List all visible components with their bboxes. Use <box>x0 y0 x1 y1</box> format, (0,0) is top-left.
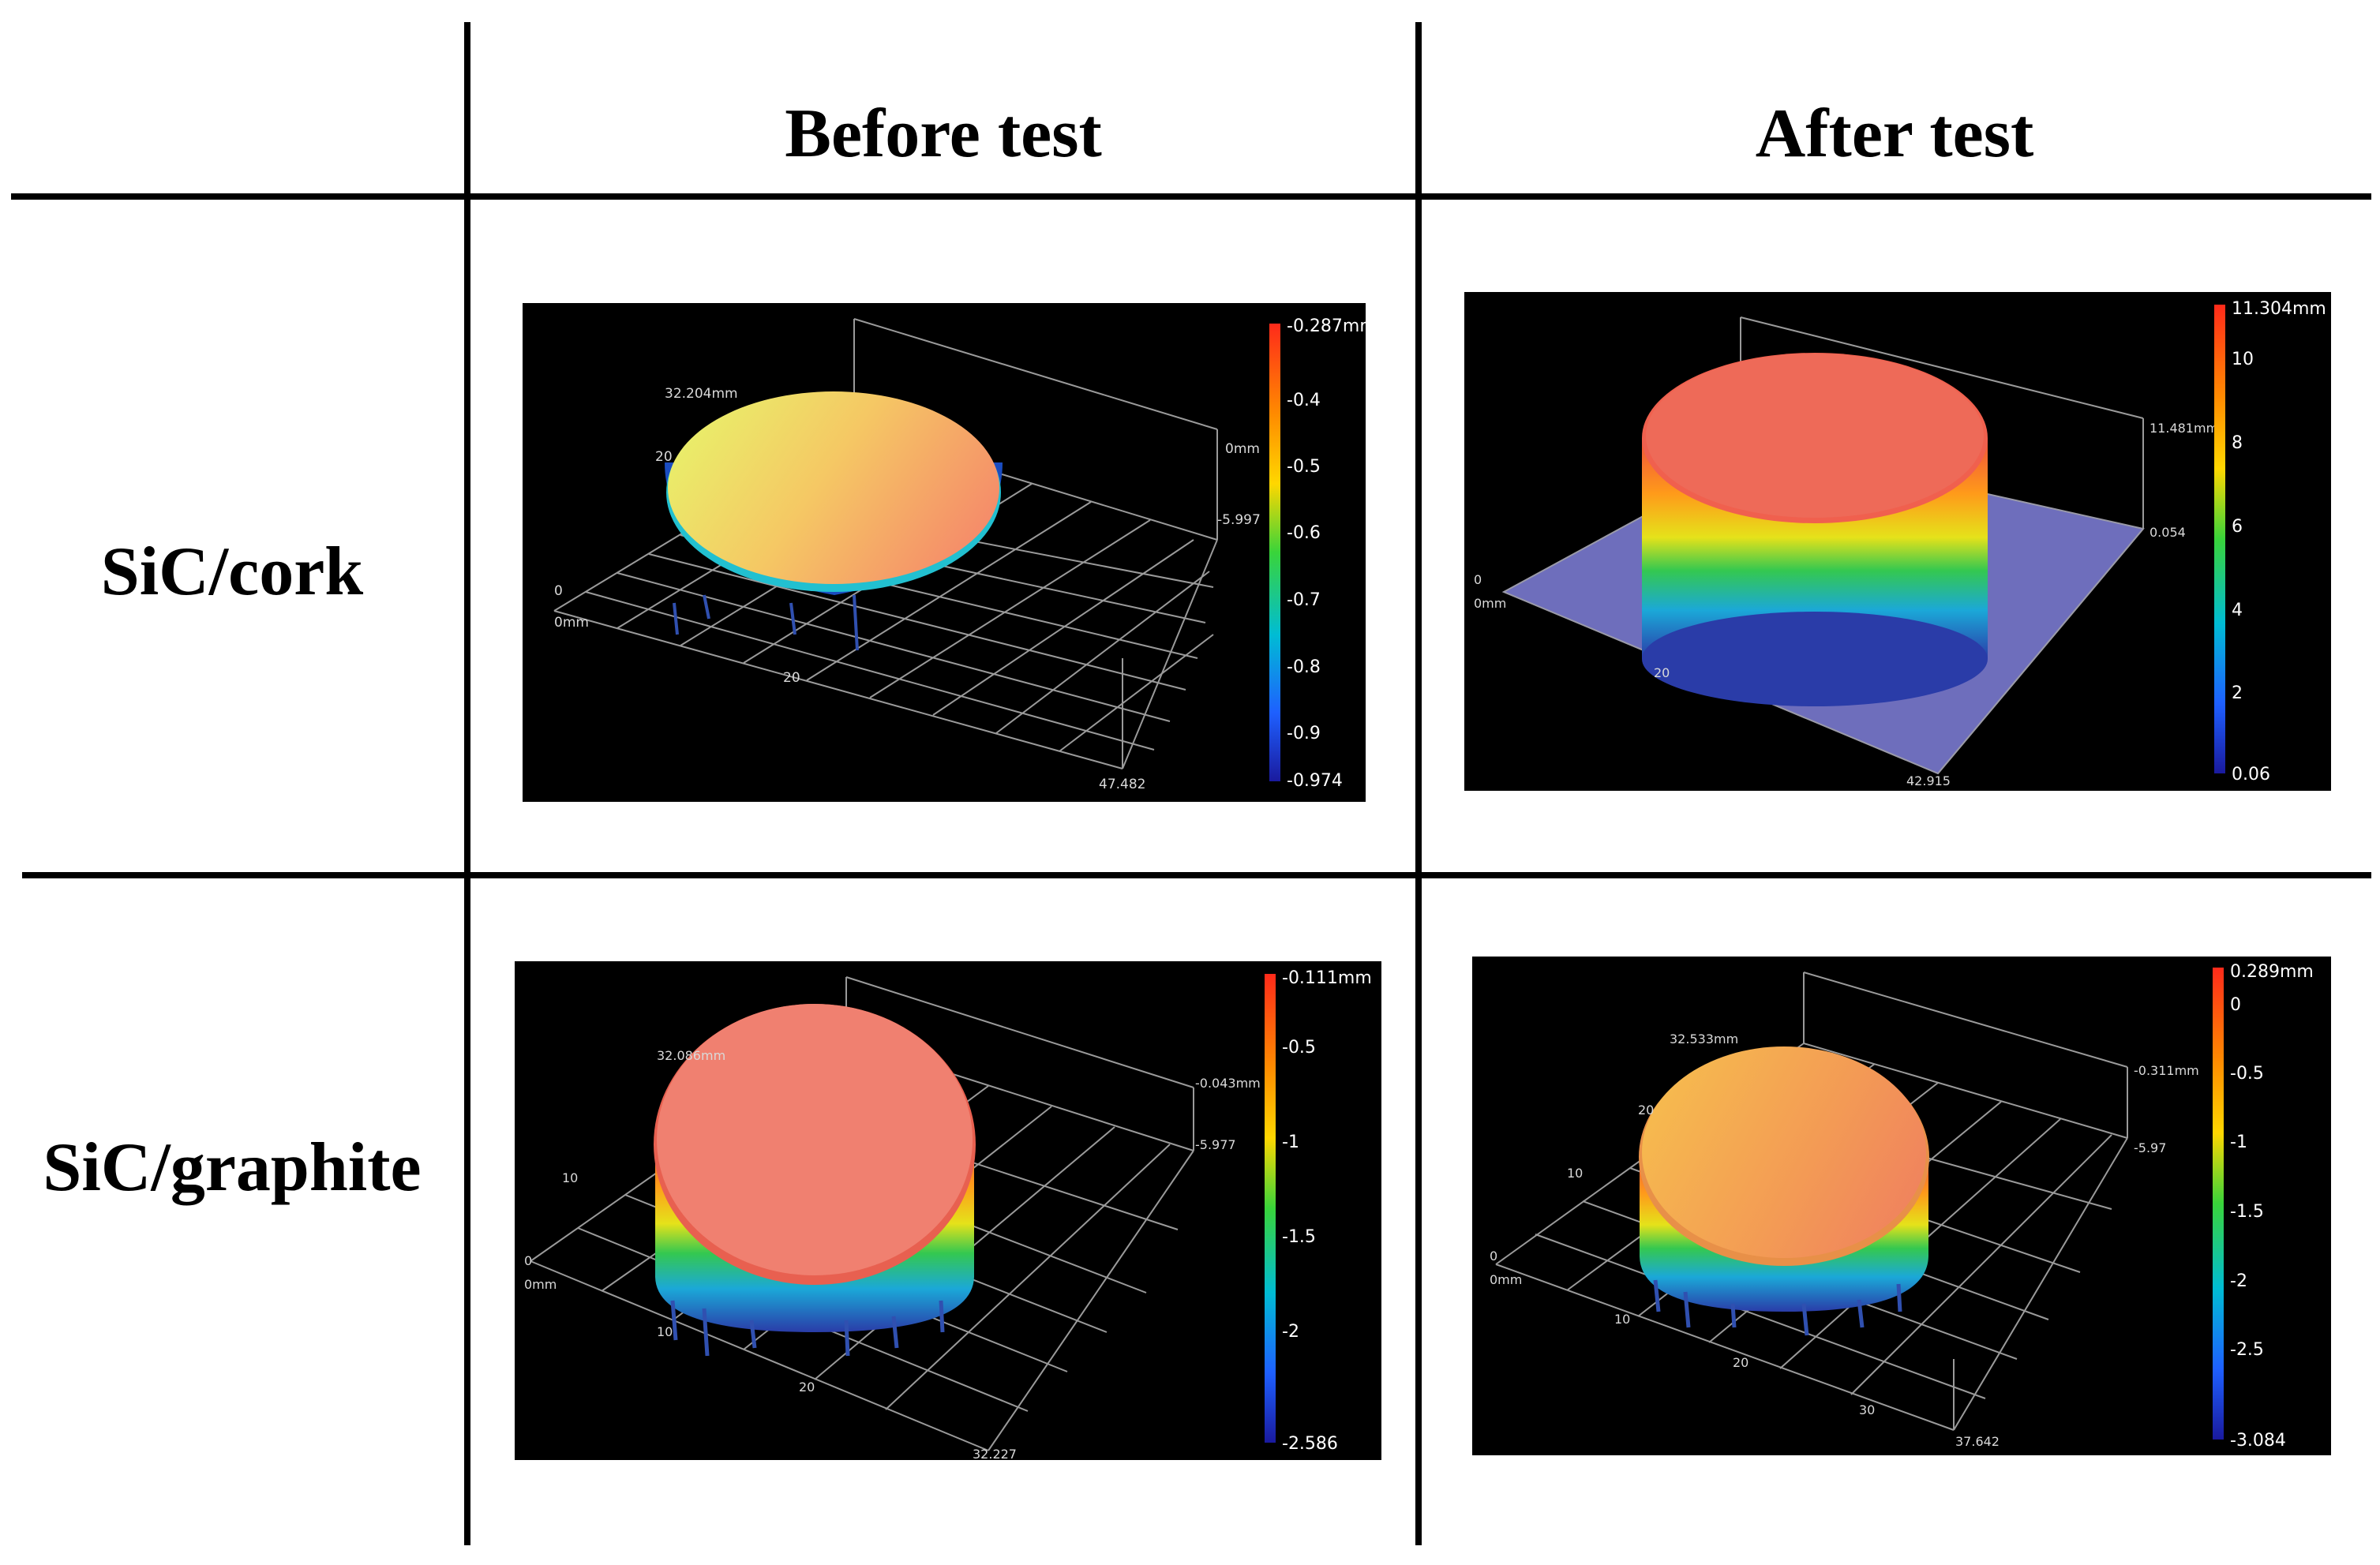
axis-label-zbottom: -5.977 <box>1195 1137 1236 1152</box>
axis-label-ymax: 32.086mm <box>657 1048 725 1063</box>
svg-text:-0.8: -0.8 <box>1287 657 1321 677</box>
axis-label-ymax: 32.533mm <box>1670 1031 1738 1046</box>
svg-text:-0.5: -0.5 <box>1287 457 1321 477</box>
svg-text:-3.084: -3.084 <box>2230 1431 2286 1451</box>
svg-text:-1: -1 <box>2230 1133 2247 1152</box>
svg-text:-2.5: -2.5 <box>2230 1340 2264 1360</box>
svg-text:-0.4: -0.4 <box>1287 391 1321 410</box>
axis-label-x2: 20 <box>1733 1355 1748 1370</box>
axis-label-xmax: 32.227 <box>973 1447 1017 1460</box>
horizontal-rule-header <box>11 193 2371 200</box>
svg-text:8: 8 <box>2232 433 2243 453</box>
svg-text:4: 4 <box>2232 601 2243 620</box>
axis-label-ztop: 11.481mm <box>2149 421 2218 436</box>
axis-label-x2: 20 <box>799 1380 815 1395</box>
svg-text:-0.6: -0.6 <box>1287 523 1321 543</box>
svg-text:11.304mm: 11.304mm <box>2232 299 2326 319</box>
axis-label-origin-x: 0mm <box>524 1277 557 1292</box>
svg-text:-2: -2 <box>1282 1322 1299 1342</box>
axis-label-zbottom: 0.054 <box>2149 525 2186 540</box>
color-scale-bar <box>2213 968 2224 1440</box>
axis-label-ymax: 32.204mm <box>665 386 738 402</box>
axis-label-ztop: -0.043mm <box>1195 1076 1261 1091</box>
svg-text:10: 10 <box>2232 350 2254 369</box>
svg-text:0.06: 0.06 <box>2232 765 2270 784</box>
axis-label-ztop: 0mm <box>1225 441 1260 457</box>
svg-text:0.289mm: 0.289mm <box>2230 962 2314 982</box>
axis-label-origin-x: 0mm <box>554 615 589 631</box>
svg-text:-0.5: -0.5 <box>1282 1038 1316 1058</box>
color-scale-labels: -0.287mm -0.4 -0.5 -0.6 -0.7 -0.8 -0.9 -… <box>1287 316 1366 791</box>
panel-sic-cork-before: 32.204mm 20 0 0mm 20 47.482 0mm -5.997 -… <box>523 303 1366 802</box>
vertical-rule-1 <box>464 22 470 1545</box>
axis-label-origin-x: 0mm <box>1474 596 1506 611</box>
sample-cylinder <box>665 391 1003 651</box>
svg-text:-1.5: -1.5 <box>2230 1202 2264 1222</box>
axis-label-origin-x: 0mm <box>1490 1272 1522 1287</box>
color-scale-labels: -0.111mm -0.5 -1 -1.5 -2 -2.586 <box>1282 968 1372 1454</box>
svg-text:-1: -1 <box>1282 1133 1299 1152</box>
svg-text:-1.5: -1.5 <box>1282 1227 1316 1247</box>
color-scale-bar <box>2214 305 2225 773</box>
axis-label-xmid: 20 <box>783 670 800 686</box>
axis-label-ymid: 20 <box>655 449 673 465</box>
axis-label-origin-y: 0 <box>554 583 563 599</box>
svg-text:-0.9: -0.9 <box>1287 724 1321 743</box>
axis-label-x1: 10 <box>1614 1312 1630 1327</box>
sample-cylinder <box>1639 1046 1929 1336</box>
svg-text:2: 2 <box>2232 683 2243 703</box>
row-label-sic-cork: SiC/cork <box>100 534 364 610</box>
svg-text:-0.5: -0.5 <box>2230 1064 2264 1084</box>
color-scale-labels: 11.304mm 10 8 6 4 2 0.06 <box>2232 299 2326 784</box>
axis-label-origin-y: 0 <box>1474 572 1482 587</box>
axis-label-xmid: 20 <box>1654 665 1670 680</box>
svg-text:-0.111mm: -0.111mm <box>1282 968 1372 988</box>
svg-text:-0.974: -0.974 <box>1287 771 1343 791</box>
axis-label-ymid: 10 <box>562 1170 578 1185</box>
vertical-rule-2 <box>1415 22 1422 1545</box>
axis-label-ymid: 20 <box>1638 1103 1654 1118</box>
panel-sic-cork-after: 0 0mm 20 42.915 11.481mm 0.054 11.304mm … <box>1464 292 2331 791</box>
axis-label-ylow: 10 <box>1567 1166 1583 1181</box>
color-scale-bar <box>1265 974 1276 1443</box>
axis-label-origin-y: 0 <box>1490 1249 1497 1264</box>
axis-label-ztop: -0.311mm <box>2134 1063 2199 1078</box>
axis-label-origin-y: 0 <box>524 1253 532 1268</box>
axis-label-x1: 10 <box>657 1324 673 1339</box>
axis-label-xmax: 37.642 <box>1955 1434 2000 1449</box>
horizontal-rule-middle <box>22 872 2371 878</box>
axis-label-x3: 30 <box>1859 1402 1875 1417</box>
sample-cylinder <box>654 1004 976 1357</box>
axis-label-xmax: 42.915 <box>1906 773 1951 788</box>
panel-sic-graphite-before: 32.086mm 10 0 0mm 10 20 32.227 -0.043mm … <box>515 961 1381 1460</box>
color-scale-labels: 0.289mm 0 -0.5 -1 -1.5 -2 -2.5 -3.084 <box>2230 962 2314 1451</box>
axis-label-zbottom: -5.997 <box>1217 512 1261 528</box>
svg-text:6: 6 <box>2232 517 2243 537</box>
axis-label-xmax: 47.482 <box>1099 777 1145 792</box>
svg-text:-2.586: -2.586 <box>1282 1434 1338 1454</box>
panel-sic-graphite-after: 32.533mm 20 10 0 0mm 10 20 30 37.642 -0.… <box>1472 957 2331 1455</box>
svg-text:-0.287mm: -0.287mm <box>1287 316 1366 336</box>
svg-text:-2: -2 <box>2230 1271 2247 1291</box>
header-before-test: Before test <box>785 95 1102 172</box>
color-scale-bar <box>1269 324 1280 781</box>
axis-label-zbottom: -5.97 <box>2134 1140 2166 1155</box>
svg-text:0: 0 <box>2230 995 2241 1015</box>
svg-text:-0.7: -0.7 <box>1287 590 1321 610</box>
row-label-sic-graphite: SiC/graphite <box>43 1129 422 1206</box>
sample-cylinder <box>1642 353 1988 706</box>
header-after-test: After test <box>1755 95 2034 172</box>
